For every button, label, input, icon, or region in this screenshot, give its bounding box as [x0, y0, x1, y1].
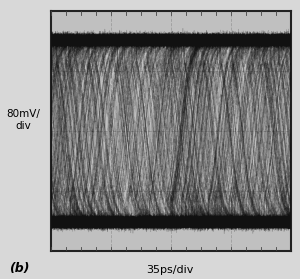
Text: 80mV/
div: 80mV/ div: [6, 109, 40, 131]
Text: 35ps/div: 35ps/div: [146, 265, 193, 275]
Text: (b): (b): [9, 262, 29, 275]
